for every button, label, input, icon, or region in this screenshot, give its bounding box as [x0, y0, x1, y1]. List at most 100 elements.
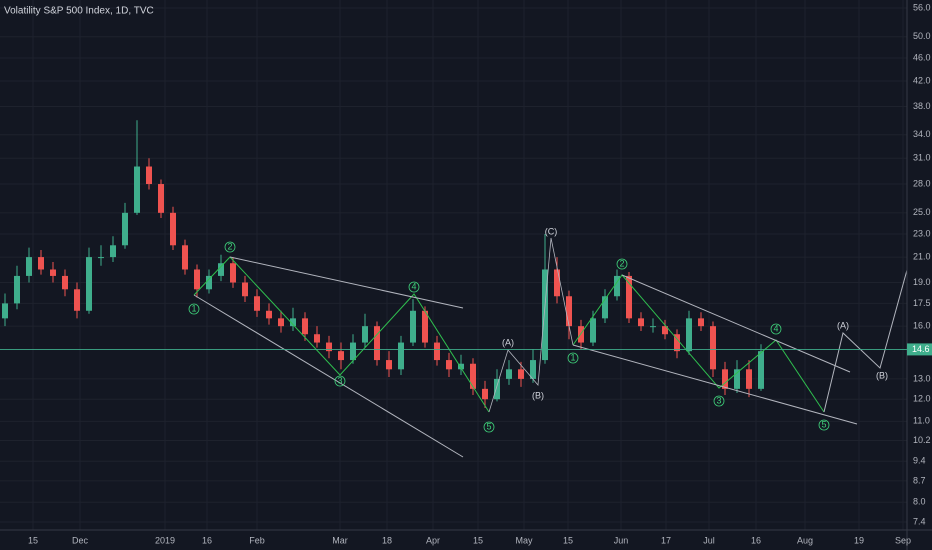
candle-body — [698, 318, 704, 327]
candle-body — [650, 326, 656, 328]
candle-body — [506, 369, 512, 379]
x-tick-label: 2019 — [155, 535, 175, 545]
last-price-box — [907, 343, 932, 356]
candle-body — [86, 257, 92, 311]
y-tick-label: 17.5 — [913, 298, 931, 308]
drawings — [188, 237, 908, 458]
candle-body — [434, 342, 440, 361]
trend-line — [621, 274, 851, 373]
candle-body — [410, 310, 416, 343]
wave-circle — [713, 395, 725, 407]
wave-label: 4 — [411, 281, 416, 291]
y-tick-label: 42.0 — [913, 75, 931, 85]
candle-body — [230, 263, 236, 283]
y-tick-label: 8.0 — [913, 497, 926, 507]
candle-body — [326, 342, 332, 352]
wave-circle — [567, 352, 579, 364]
y-tick-label: 28.0 — [913, 178, 931, 188]
candle-body — [494, 378, 500, 400]
candle-body — [722, 369, 728, 389]
y-tick-label: 13.0 — [913, 373, 931, 383]
y-tick-label: 16.0 — [913, 321, 931, 331]
x-tick-label: 15 — [28, 535, 38, 545]
candle-body — [146, 166, 152, 185]
x-tick-label: Aug — [797, 535, 813, 545]
candle-body — [194, 269, 200, 290]
last-price-label: 14.6 — [912, 344, 930, 354]
candle-body — [110, 245, 116, 258]
candle-body — [158, 184, 164, 213]
wave-label: 4 — [773, 323, 778, 333]
wave-label: 3 — [716, 395, 721, 405]
wave-circle — [224, 241, 236, 253]
x-tick-label: Mar — [332, 535, 348, 545]
candle-body — [206, 275, 212, 290]
wave-label: 5 — [821, 419, 826, 429]
x-tick-label: 16 — [751, 535, 761, 545]
x-tick-label: Jul — [703, 535, 715, 545]
candle-body — [218, 263, 224, 276]
y-tick-label: 21.0 — [913, 251, 931, 261]
candle-body — [614, 275, 620, 297]
wave-line — [193, 256, 490, 413]
candle-body — [290, 318, 296, 327]
y-tick-label: 50.0 — [913, 31, 931, 41]
candle-body — [338, 351, 344, 361]
candle-body — [710, 326, 716, 370]
candle-body — [590, 318, 596, 343]
y-tick-label: 38.0 — [913, 101, 931, 111]
trend-line — [193, 294, 464, 458]
candle-body — [398, 342, 404, 370]
x-tick-label: Jun — [614, 535, 629, 545]
y-tick-label: 34.0 — [913, 129, 931, 139]
wave-circle — [770, 323, 782, 335]
wave-label: (A) — [502, 337, 514, 347]
candle-body — [170, 212, 176, 246]
candle-body — [38, 257, 44, 270]
wave-circle — [408, 281, 420, 293]
candle-body — [518, 369, 524, 379]
candle-body — [422, 310, 428, 343]
abc-line — [488, 237, 574, 413]
candle-body — [662, 326, 668, 335]
candle-body — [98, 257, 104, 259]
candle-body — [2, 303, 8, 319]
wave-line — [572, 274, 825, 413]
wave-label: 2 — [227, 241, 232, 251]
candle-body — [686, 318, 692, 352]
y-tick-label: 9.4 — [913, 456, 926, 466]
y-tick-label: 46.0 — [913, 52, 931, 62]
chart-title: Volatility S&P 500 Index, 1D, TVC — [4, 6, 154, 17]
candle-body — [746, 369, 752, 389]
candle-body — [314, 334, 320, 343]
x-tick-label: Feb — [249, 535, 265, 545]
y-tick-label: 23.0 — [913, 228, 931, 238]
projection-line — [823, 269, 908, 413]
candle-body — [566, 296, 572, 327]
candle-body — [638, 318, 644, 327]
candle-body — [302, 318, 308, 335]
wave-circle — [818, 419, 830, 431]
candle-body — [50, 269, 56, 276]
candle-body — [530, 360, 536, 379]
candle-body — [62, 275, 68, 290]
grid — [0, 0, 907, 530]
y-tick-label: 7.4 — [913, 516, 926, 526]
candle-body — [374, 326, 380, 361]
wave-label: 3 — [337, 375, 342, 385]
candle-body — [446, 360, 452, 370]
candle-body — [122, 212, 128, 246]
wave-circle — [334, 375, 346, 387]
trend-line — [229, 256, 464, 309]
trend-line — [572, 344, 858, 425]
y-tick-label: 31.0 — [913, 153, 931, 163]
candle-body — [26, 257, 32, 276]
wave-circle — [188, 303, 200, 315]
x-tick-label: 19 — [854, 535, 864, 545]
y-tick-label: 10.2 — [913, 435, 931, 445]
candle-body — [350, 342, 356, 361]
x-tick-label: May — [515, 535, 533, 545]
candle-body — [362, 326, 368, 343]
candle-body — [470, 363, 476, 389]
candle-body — [74, 289, 80, 311]
